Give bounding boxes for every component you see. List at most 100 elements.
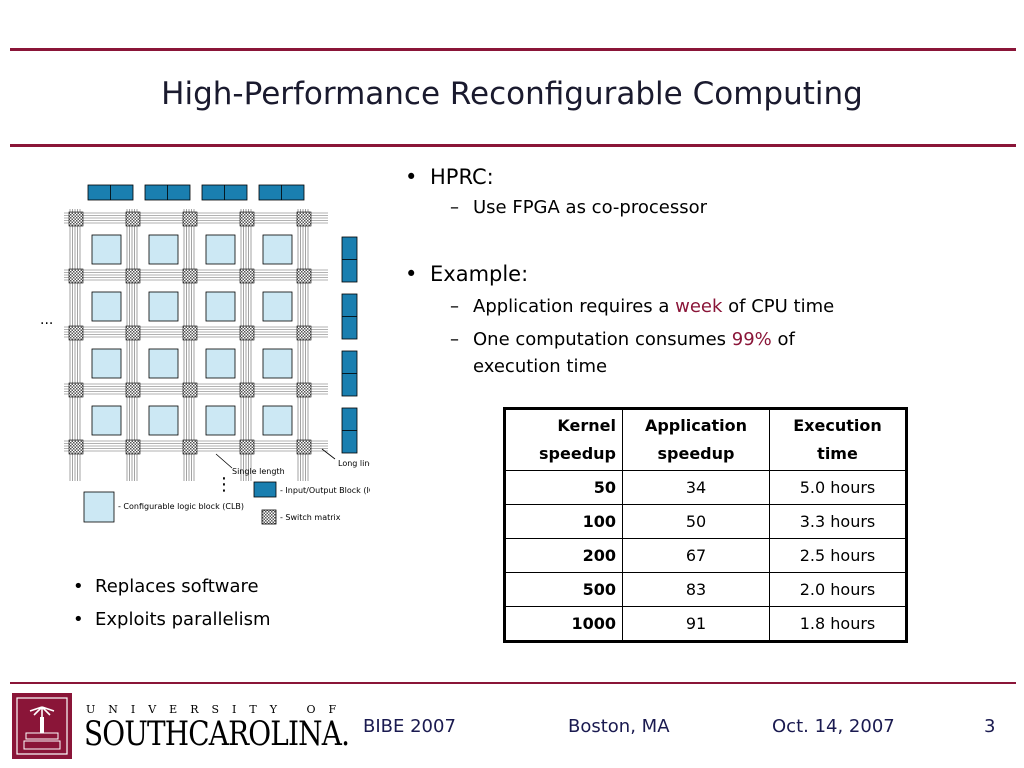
bullet-exploits-parallelism: Exploits parallelism: [70, 603, 271, 636]
switch-matrix: [182, 325, 198, 341]
cell-app-speedup: 91: [622, 606, 770, 642]
table-row: 100 50 3.3 hours: [504, 504, 907, 539]
bullet-hprc-text: HPRC:: [430, 165, 494, 189]
clb-block: [91, 234, 122, 265]
bullet-hprc: HPRC:: [400, 163, 1000, 191]
clb-block: [91, 348, 122, 379]
footer-event: BIBE 2007: [363, 716, 456, 737]
clb-block: [262, 348, 293, 379]
clb-block: [148, 348, 179, 379]
main-bullets: HPRC: Use FPGA as co-processor Example: …: [400, 163, 1000, 380]
cell-app-speedup: 34: [622, 470, 770, 505]
switch-matrix: [182, 439, 198, 455]
switch-matrix: [182, 211, 198, 227]
switch-matrix: [125, 382, 141, 398]
switch-matrix: [68, 325, 84, 341]
bullet-example: Example:: [400, 260, 1000, 288]
legend-clb-swatch: [83, 491, 115, 523]
cell-kernel-speedup: 50: [504, 470, 623, 505]
switch-matrix: [239, 439, 255, 455]
switch-matrix: [239, 268, 255, 284]
legend-switch-label: - Switch matrix: [280, 513, 341, 522]
switch-matrix: [125, 211, 141, 227]
switch-matrix: [296, 439, 312, 455]
table-header-row: Kernel speedup Application speedup Executi…: [504, 408, 907, 471]
university-wordmark-main: SOUTHCAROLINA.: [84, 714, 350, 754]
switch-matrix: [296, 268, 312, 284]
left-bullets: Replaces software Exploits parallelism: [70, 570, 271, 636]
cell-exec-time: 5.0 hours: [769, 470, 907, 505]
footer-location: Boston, MA: [568, 716, 670, 737]
clb-block: [262, 405, 293, 436]
footer-rule: [10, 682, 1016, 684]
clb-block: [91, 291, 122, 322]
header-app-l2: speedup: [657, 444, 735, 463]
sub-bullet-computation: One computation consumes 99% of executio…: [400, 326, 1000, 380]
switch-matrix: [182, 382, 198, 398]
header-execution-time: Execution time: [769, 408, 907, 471]
diagram-ellipsis-left: ...: [40, 312, 53, 328]
long-lines-pointer: [321, 448, 336, 460]
switch-matrix: [125, 325, 141, 341]
clb-block: [148, 234, 179, 265]
speedup-table: Kernel speedup Application speedup Executi…: [503, 407, 908, 643]
cell-exec-time: 2.0 hours: [769, 572, 907, 607]
table-row: 50 34 5.0 hours: [504, 470, 907, 505]
switch-matrix: [125, 439, 141, 455]
diagram-ellipsis-bottom: ⋮: [215, 474, 233, 495]
label-long-lines: Long lines: [338, 459, 370, 468]
slide-title: High-Performance Reconfigurable Computin…: [161, 76, 863, 112]
highlight-99-percent: 99%: [731, 329, 772, 350]
top-rule: [10, 48, 1016, 51]
switch-matrices: [68, 211, 312, 455]
cell-kernel-speedup: 200: [504, 538, 623, 573]
cell-kernel-speedup: 500: [504, 572, 623, 607]
university-wordmark-top: UNIVERSITY OF: [86, 703, 350, 716]
switch-matrix: [239, 382, 255, 398]
legend-switch-swatch: [261, 509, 277, 525]
fpga-architecture-diagram: ... ⋮ Single length Long lines - Input/O…: [40, 184, 370, 525]
clb-block: [148, 405, 179, 436]
cell-app-speedup: 67: [622, 538, 770, 573]
sub-bullet-fpga: Use FPGA as co-processor: [400, 194, 1000, 221]
switch-matrix: [239, 211, 255, 227]
header-exec-l1: Execution: [793, 416, 882, 435]
routing-grid: [64, 209, 328, 481]
header-kernel-speedup: Kernel speedup: [504, 408, 623, 471]
switch-matrix: [68, 439, 84, 455]
cell-exec-time: 2.5 hours: [769, 538, 907, 573]
cell-kernel-speedup: 1000: [504, 606, 623, 642]
switch-matrix: [296, 211, 312, 227]
legend-iob-swatch: [253, 481, 277, 498]
clb-block: [205, 234, 236, 265]
clb-block: [262, 234, 293, 265]
clb-block: [262, 291, 293, 322]
cell-exec-time: 3.3 hours: [769, 504, 907, 539]
legend-iob-label: - Input/Output Block (IOB): [280, 486, 370, 495]
switch-matrix: [68, 382, 84, 398]
clb-block: [205, 348, 236, 379]
cell-exec-time: 1.8 hours: [769, 606, 907, 642]
header-kernel-l1: Kernel: [557, 416, 616, 435]
header-app-l1: Application: [644, 416, 748, 435]
switch-matrix: [68, 268, 84, 284]
title-underline-rule: [10, 144, 1016, 147]
iob-blocks: [87, 184, 358, 454]
clb-blocks: [91, 234, 293, 436]
label-single-length: Single length: [232, 467, 285, 476]
clb-block: [205, 405, 236, 436]
clb-block: [91, 405, 122, 436]
single-length-pointer: [215, 453, 233, 469]
sub-bullet-fpga-text: Use FPGA as co-processor: [473, 197, 707, 218]
university-seal-logo: [12, 693, 72, 759]
cell-kernel-speedup: 100: [504, 504, 623, 539]
sub-bullet-comp-cont: execution time: [473, 356, 608, 377]
sub-bullet-cpu-pre: Application requires a: [473, 296, 676, 317]
switch-matrix: [125, 268, 141, 284]
header-kernel-l2: speedup: [539, 444, 616, 463]
table-row: 1000 91 1.8 hours: [504, 606, 907, 642]
footer-page-number: 3: [984, 716, 996, 737]
header-exec-l2: time: [817, 444, 858, 463]
bullet-example-text: Example:: [430, 262, 529, 286]
switch-matrix: [239, 325, 255, 341]
